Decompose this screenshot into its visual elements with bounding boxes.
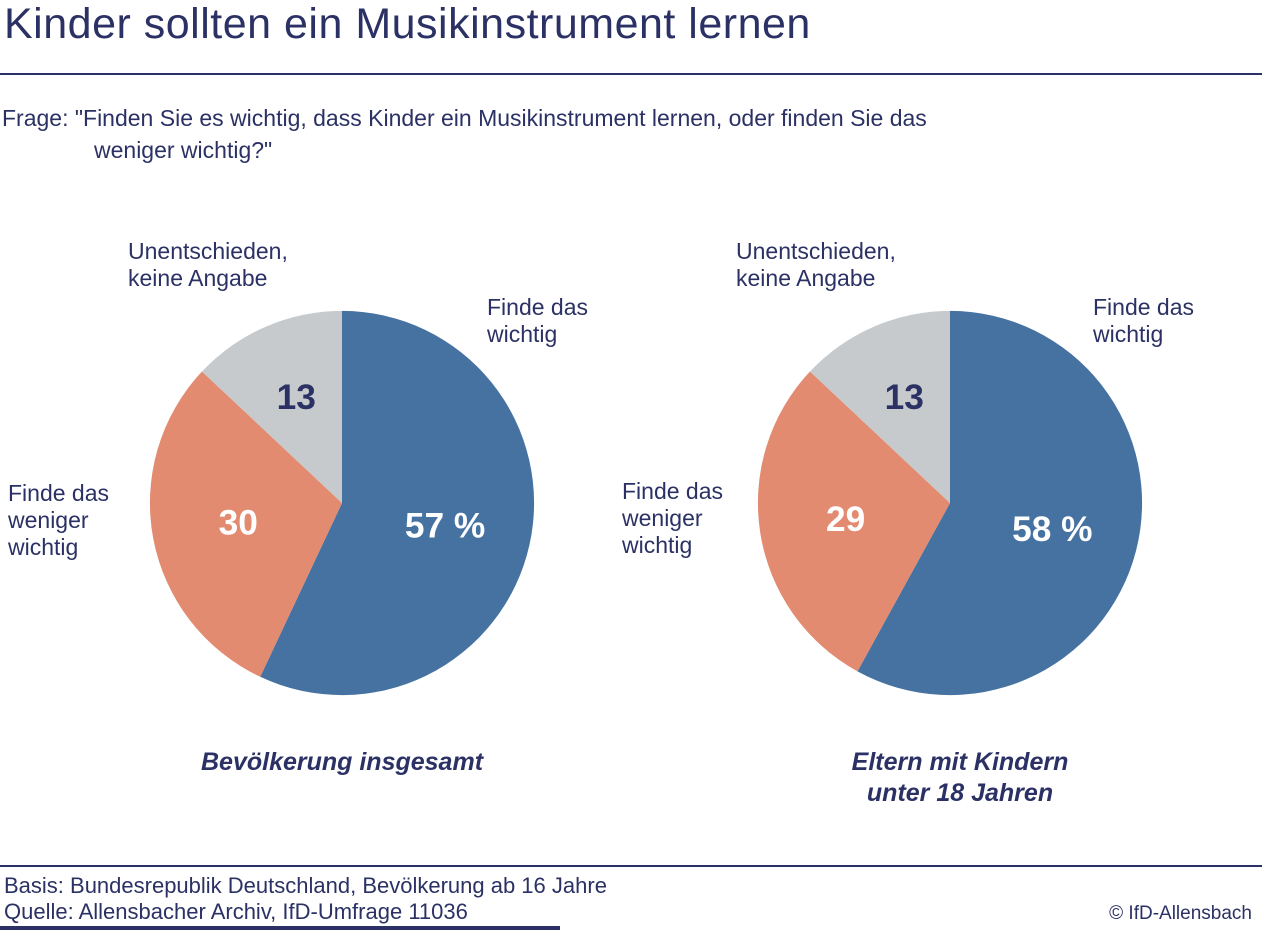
- page-title: Kinder sollten ein Musikinstrument lerne…: [4, 0, 811, 48]
- bottom-accent-bar: [0, 926, 560, 930]
- label-wichtig-right: Finde das wichtig: [1093, 294, 1195, 348]
- pie-caption-eltern: Eltern mit Kindern unter 18 Jahren: [851, 748, 1069, 807]
- footer-divider: [0, 865, 1262, 867]
- question-line-2: weniger wichtig?": [94, 137, 273, 164]
- label-unentschieden-right: Unentschieden, keine Angabe: [736, 238, 896, 292]
- pie-slice-weniger-wichtig: [757, 371, 950, 672]
- pie-value-weniger-wichtig: 30: [219, 503, 258, 542]
- label-wichtig-left: Finde das wichtig: [487, 294, 589, 348]
- label-weniger-wichtig-left: Finde das weniger wichtig: [8, 480, 110, 561]
- pie-value-weniger-wichtig: 29: [826, 500, 865, 539]
- question-text: Frage: "Finden Sie es wichtig, dass Kind…: [2, 102, 927, 166]
- quelle-text: Quelle: Allensbacher Archiv, IfD-Umfrage…: [4, 899, 468, 924]
- pie-caption-bevoelkerung: Bevölkerung insgesamt: [200, 748, 484, 776]
- pie-slice-weniger-wichtig: [149, 371, 342, 677]
- pie-slice-wichtig: [260, 310, 535, 696]
- basis-text: Basis: Bundesrepublik Deutschland, Bevöl…: [4, 873, 607, 898]
- pie-value-unentschieden: 13: [277, 378, 316, 417]
- title-divider: [0, 73, 1262, 75]
- question-line-1: Frage: "Finden Sie es wichtig, dass Kind…: [2, 105, 927, 131]
- pie-value-wichtig: 58 %: [1012, 510, 1092, 549]
- pie-chart-bevoelkerung-insgesamt: 57 % 30 13: [149, 310, 535, 696]
- pie-value-unentschieden: 13: [885, 378, 924, 417]
- pie-value-wichtig: 57 %: [405, 507, 485, 546]
- label-unentschieden-left: Unentschieden, keine Angabe: [128, 238, 288, 292]
- pie-slice-unentschieden: [201, 310, 342, 503]
- pie-chart-eltern-mit-kindern: 58 % 29 13: [757, 310, 1143, 696]
- label-weniger-wichtig-right: Finde das weniger wichtig: [622, 478, 724, 559]
- copyright-text: © IfD-Allensbach: [1109, 903, 1252, 924]
- pie-slice-wichtig: [857, 310, 1143, 696]
- pie-slice-unentschieden: [809, 310, 950, 503]
